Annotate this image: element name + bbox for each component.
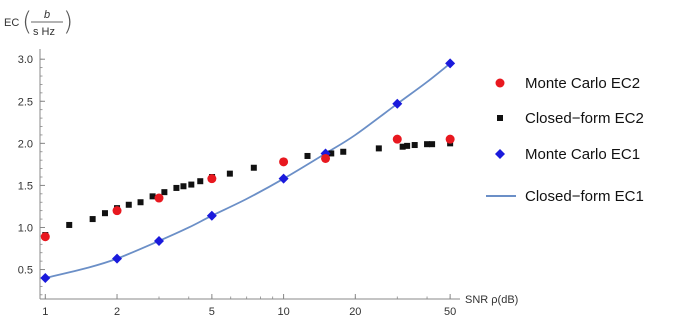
y-tick-label: 3.0 [18,54,33,66]
x-tick-label: 5 [209,306,215,318]
point-closed-form-ec2 [250,164,257,171]
point-monte-carlo-ec2 [154,193,164,203]
point-monte-carlo-ec1 [392,98,403,109]
point-monte-carlo-ec2 [392,134,402,144]
point-closed-form-ec2 [411,142,418,149]
axes: 1 2 5 10 20 50 0.5 1.0 1.5 2.0 2.5 3.0 [18,49,460,318]
legend-label-monte-carlo-ec2: Monte Carlo EC2 [525,75,640,92]
point-closed-form-ec2 [304,152,311,159]
point-monte-carlo-ec2 [112,206,122,216]
point-monte-carlo-ec1 [206,210,217,221]
legend-label-closed-form-ec2: Closed−form EC2 [525,110,644,127]
point-monte-carlo-ec2 [207,174,217,184]
point-closed-form-ec2 [173,184,180,191]
point-closed-form-ec2 [424,141,431,148]
y-tick-label: 0.5 [18,265,33,277]
legend-label-monte-carlo-ec1: Monte Carlo EC1 [525,146,640,163]
point-closed-form-ec2 [137,199,144,206]
point-closed-form-ec2 [66,221,73,228]
curve-layer [45,62,451,279]
legend-swatch-closed-form-ec2 [497,115,503,121]
y-tick-label: 1.5 [18,180,33,192]
x-tick-label: 20 [349,306,361,318]
point-monte-carlo-ec1 [278,173,289,184]
point-closed-form-ec2 [188,181,195,188]
point-closed-form-ec2 [89,216,96,223]
point-closed-form-ec2 [399,143,406,150]
y-tick-label: 2.0 [18,138,33,150]
point-closed-form-ec2 [404,142,411,149]
y-axis-label-numerator: b [44,9,50,21]
point-monte-carlo-ec2 [321,153,331,163]
point-closed-form-ec2 [125,201,132,208]
point-monte-carlo-ec2 [279,157,289,167]
y-axis-label-prefix: EC [4,17,19,29]
legend-swatch-monte-carlo-ec1 [495,149,505,159]
y-axis-label: EC ( b s Hz ) [4,7,73,38]
point-monte-carlo-ec1 [40,272,51,283]
point-monte-carlo-ec1 [445,58,456,69]
point-closed-form-ec2 [161,189,168,196]
point-closed-form-ec2 [340,148,347,155]
y-axis-label-denominator: s Hz [33,26,55,38]
x-axis-label: SNR ρ(dB) [465,294,518,306]
point-closed-form-ec2 [180,183,187,190]
x-tick-label: 50 [444,306,456,318]
point-monte-carlo-ec1 [112,253,123,264]
y-tick-label: 1.0 [18,222,33,234]
point-monte-carlo-ec2 [40,232,50,242]
y-axis-label-bracket-right: ) [63,7,73,37]
point-closed-form-ec2 [149,193,156,200]
legend: Monte Carlo EC2 Closed−form EC2 Monte Carl… [486,75,644,205]
series-line-closed-form-ec1 [45,62,451,279]
legend-swatch-monte-carlo-ec2 [495,78,505,88]
marks [40,58,456,283]
point-monte-carlo-ec1 [153,235,164,246]
point-closed-form-ec2 [328,150,335,157]
point-closed-form-ec2 [375,145,382,152]
y-tick-label: 2.5 [18,96,33,108]
point-closed-form-ec2 [197,178,204,185]
y-axis-label-bracket-left: ( [22,7,32,37]
legend-label-closed-form-ec1: Closed−form EC1 [525,188,644,205]
point-closed-form-ec2 [429,141,436,148]
point-monte-carlo-ec2 [445,134,455,144]
point-closed-form-ec2 [226,170,233,177]
point-closed-form-ec2 [101,210,108,217]
x-tick-label: 2 [114,306,120,318]
x-tick-label: 10 [277,306,289,318]
x-tick-label: 1 [42,306,48,318]
